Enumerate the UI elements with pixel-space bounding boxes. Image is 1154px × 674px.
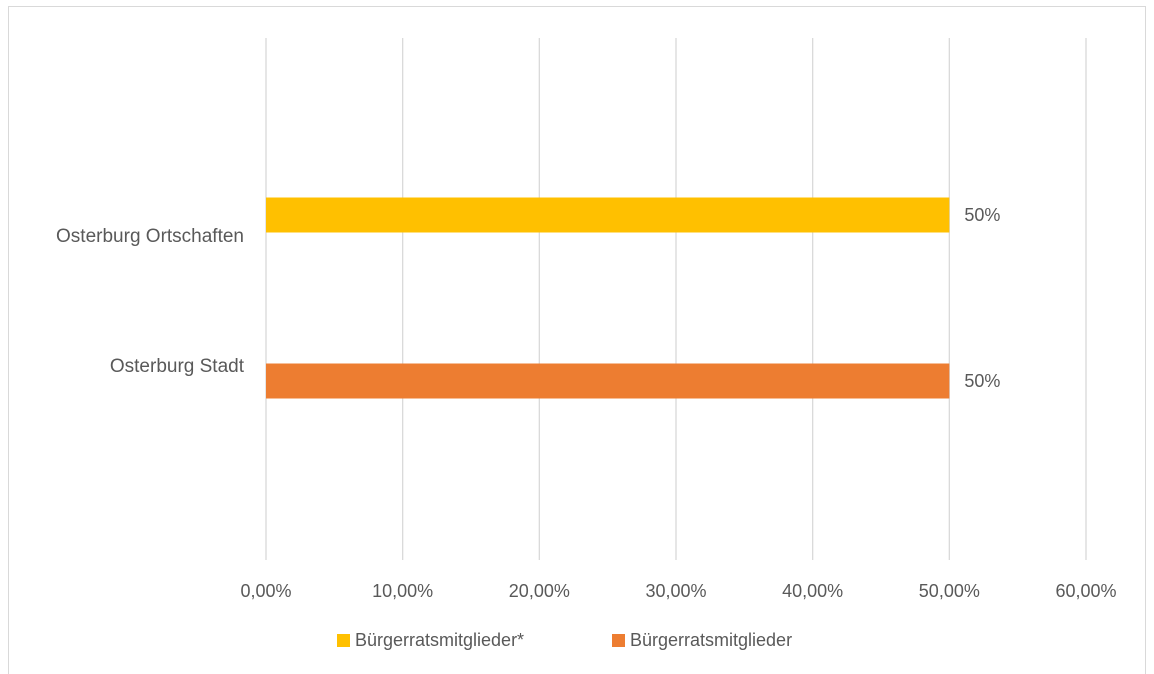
x-tick-label: 20,00% bbox=[509, 581, 570, 601]
legend-swatch bbox=[337, 634, 350, 647]
y-category-label: Osterburg Ortschaften bbox=[56, 226, 244, 247]
chart-area bbox=[8, 6, 1146, 674]
legend-label: Bürgerratsmitglieder* bbox=[355, 630, 524, 650]
x-tick-label: 30,00% bbox=[645, 581, 706, 601]
bar bbox=[266, 363, 950, 399]
data-label: 50% bbox=[964, 371, 1000, 391]
x-tick-label: 40,00% bbox=[782, 581, 843, 601]
legend-label: Bürgerratsmitglieder bbox=[630, 630, 792, 650]
y-category-label: Osterburg Stadt bbox=[110, 356, 245, 377]
data-label: 50% bbox=[964, 205, 1000, 225]
x-tick-label: 10,00% bbox=[372, 581, 433, 601]
legend-swatch bbox=[612, 634, 625, 647]
x-tick-label: 60,00% bbox=[1055, 581, 1116, 601]
x-tick-label: 0,00% bbox=[240, 581, 291, 601]
x-tick-label: 50,00% bbox=[919, 581, 980, 601]
bar bbox=[266, 197, 950, 233]
